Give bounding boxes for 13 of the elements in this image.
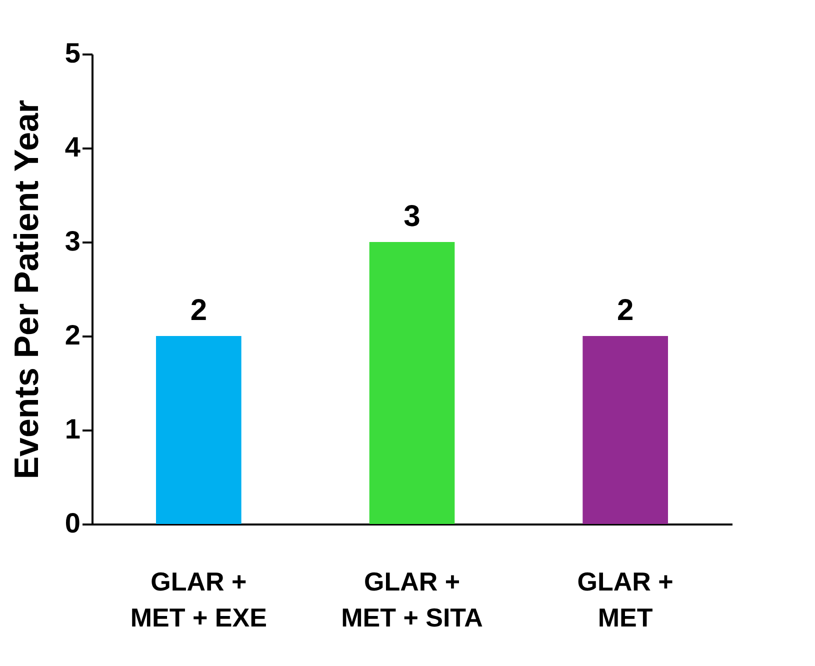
y-tick-label: 2: [64, 320, 80, 350]
y-tick-label: 5: [64, 38, 80, 68]
y-tick-label: 4: [64, 132, 81, 162]
data-label: 3: [404, 200, 420, 233]
data-label: 2: [616, 294, 634, 327]
x-tick-label: GLAR + MET: [577, 566, 674, 632]
y-tick-label: 0: [64, 508, 80, 538]
x-tick-label: GLAR + MET + EXE: [130, 566, 267, 632]
x-tick-label: GLAR + MET + SITA: [341, 566, 484, 632]
y-tick-label: 3: [64, 226, 80, 256]
data-label: 2: [190, 294, 208, 327]
y-axis-title: Events Per Patient Year: [8, 100, 46, 480]
y-tick-label: 1: [64, 414, 80, 444]
